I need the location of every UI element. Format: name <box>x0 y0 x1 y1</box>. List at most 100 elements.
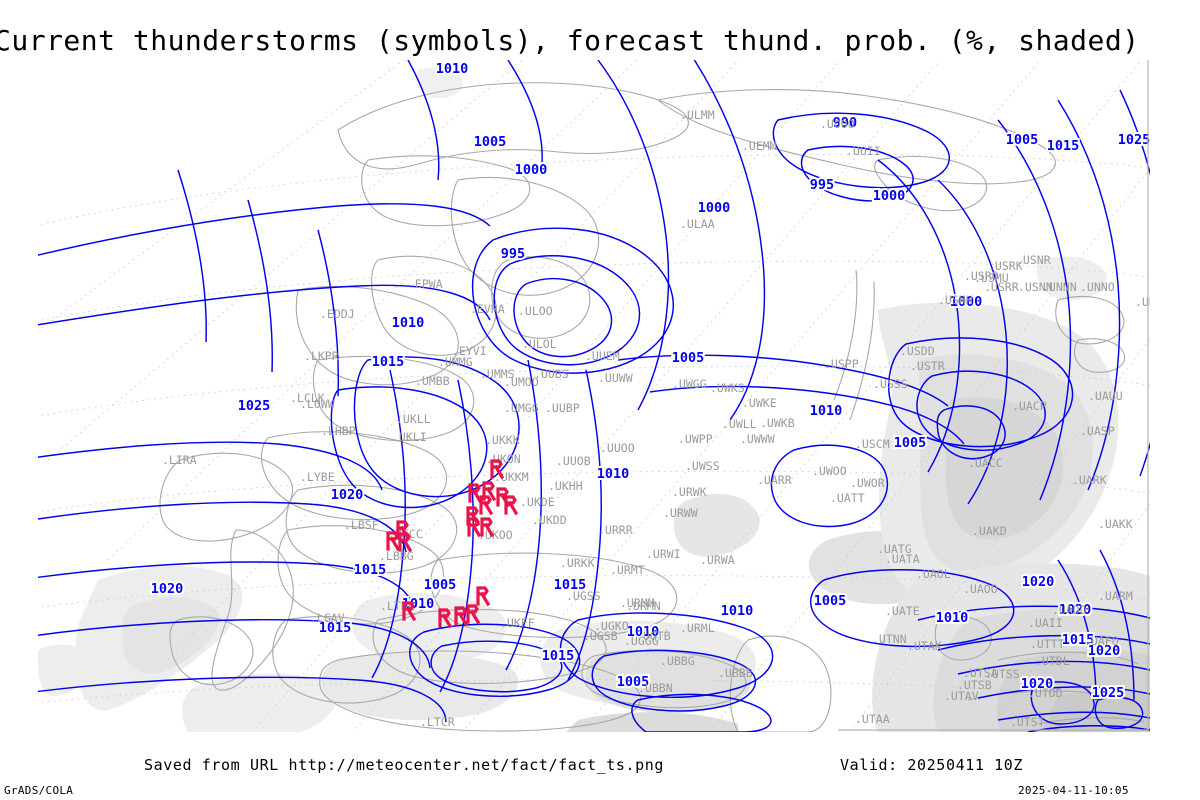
station-id-label: .UWOR <box>850 476 885 490</box>
isobar-label-halo: 1020 <box>1059 602 1092 618</box>
station-id-label: .UTAV <box>944 689 979 703</box>
station-id-label: .UATG <box>877 542 912 556</box>
station-id-label: .UOII <box>846 144 881 158</box>
station-id-label: .UKLL <box>396 412 431 426</box>
station-id-label: .UNNO <box>1080 280 1115 294</box>
isobar-label-halo: 1005 <box>617 674 650 690</box>
isobar-label-halo: 1005 <box>474 134 507 150</box>
station-id-label: .USMU <box>974 271 1009 285</box>
thunderstorm-symbol[interactable] <box>476 586 490 606</box>
isobar-label: 1010 <box>627 624 660 640</box>
isobar-label-halo: 1020 <box>1022 574 1055 590</box>
station-id-label: .UGTB <box>636 629 671 643</box>
isobar-label: 1010 <box>721 603 754 619</box>
thunderstorm-symbol[interactable] <box>479 495 493 515</box>
station-id-label: .USTR <box>910 359 945 373</box>
isobar-label: 1020 <box>331 487 364 503</box>
station-id-label: .USRK <box>988 259 1023 273</box>
isobar-label: 1020 <box>1021 676 1054 692</box>
station-id-label: .UACP <box>1012 399 1047 413</box>
station-id-label: .UTDD <box>1028 686 1063 700</box>
isobar-label: 1015 <box>1047 138 1080 154</box>
isobar-label-halo: 1010 <box>810 403 843 419</box>
map-canvas[interactable]: 1010101010051005100010009909909959959959… <box>38 60 1150 732</box>
station-id-label: .LHBP <box>321 424 356 438</box>
isobar-label: 1025 <box>1118 132 1150 148</box>
station-id-label: .EYVI <box>452 344 487 358</box>
station-id-label: .UTDL <box>1035 654 1070 668</box>
station-id-label: .UUEM <box>585 349 620 363</box>
station-id-label: .UBBN <box>638 681 673 695</box>
station-id-label: .UKDD <box>532 513 567 527</box>
station-id-labels: .EDDJ .LKPR .EPWA .LOWW .LHBP .LYBE .LIRA .LCLK… <box>162 108 1150 729</box>
station-id-label: .UATE <box>885 604 920 618</box>
station-id-label: .UAUU <box>1088 389 1123 403</box>
isobar-label-halo: 1015 <box>1047 138 1080 154</box>
station-id-label: .URWI <box>646 547 681 561</box>
station-id-label: .LGAV <box>310 611 345 625</box>
station-id-label: .UKOO <box>478 528 513 542</box>
station-id-label: .UUBP <box>545 401 580 415</box>
isobar-label-halo: 1000 <box>873 188 906 204</box>
valid-time: Valid: 20250411 10Z <box>840 756 1023 774</box>
isobar-label: 1005 <box>424 577 457 593</box>
station-id-label: .UGKO <box>594 619 629 633</box>
isobar-label-halo: 1010 <box>436 61 469 77</box>
isobar-label: 1005 <box>617 674 650 690</box>
isobar-label: 1005 <box>894 435 927 451</box>
isobar-label-halo: 1025 <box>1092 685 1125 701</box>
station-id-label: .ULOL <box>522 337 557 351</box>
station-id-label: .UWGG <box>672 377 707 391</box>
station-id-label: .UKHH <box>548 479 583 493</box>
isobar-label: 1010 <box>392 315 425 331</box>
station-id-label: .ULAA <box>680 217 715 231</box>
station-id-label: .UTAK <box>907 639 942 653</box>
station-id-label: .USRO <box>964 269 999 283</box>
station-id-label: .LTCR <box>420 715 455 729</box>
station-id-label: .UTST <box>1010 715 1045 729</box>
isobar-label: 1025 <box>1092 685 1125 701</box>
station-id-label: .LOWW <box>300 397 335 411</box>
station-id-label: .UAKK <box>1098 517 1133 531</box>
page-title: Current thunderstorms (symbols), forecas… <box>0 24 1140 57</box>
isobar-label-halo: 1010 <box>597 466 630 482</box>
station-id-label: .URWK <box>672 485 707 499</box>
station-id-label: .UGSB <box>583 629 618 643</box>
station-id-label: .UWKB <box>760 416 795 430</box>
isobar-label: 1010 <box>436 61 469 77</box>
station-id-label: .URMM <box>620 596 655 610</box>
isobar-label: 1005 <box>1006 132 1039 148</box>
station-id-label: .UEMM <box>742 139 777 153</box>
station-id-label: .UARR <box>757 473 792 487</box>
station-id-label: .UAOL <box>916 567 951 581</box>
station-id-label: .EVRA <box>470 302 505 316</box>
isobar-label: 1000 <box>873 188 906 204</box>
station-id-label: .LBSF <box>344 518 379 532</box>
thunderstorm-symbol[interactable] <box>468 483 482 503</box>
thunderstorm-symbol[interactable] <box>467 517 481 537</box>
station-id-label: .UARM <box>1098 589 1133 603</box>
isobar-label-halo: 1020 <box>1021 676 1054 692</box>
station-id-label: .UTSA <box>963 666 998 680</box>
isobar-label-halo: 1005 <box>894 435 927 451</box>
station-id-label: .URWW <box>663 506 698 520</box>
isobar-label-halo: 1010 <box>721 603 754 619</box>
station-id-label: .UMOO <box>504 375 539 389</box>
weather-map[interactable]: 1010 1010 1005 1005 1000 1000 990 990 995 995 995 9… <box>38 60 1150 732</box>
thunderstorm-symbol[interactable] <box>504 495 518 515</box>
isobar-label-halo: 1000 <box>698 200 731 216</box>
isobar-label-halo: 1005 <box>424 577 457 593</box>
isobar-label: 990 <box>833 115 857 131</box>
isobar-label-halo: 1020 <box>331 487 364 503</box>
isobar-label: 1005 <box>474 134 507 150</box>
grads-credit: GrADS/COLA <box>4 784 74 797</box>
station-id-label: .LBBG <box>379 549 414 563</box>
isobar-label: 1020 <box>1088 643 1121 659</box>
generation-timestamp: 2025-04-11-10:05 <box>1018 784 1129 797</box>
station-id-label: .UBBG <box>660 654 695 668</box>
isobar-label: 1015 <box>542 648 575 664</box>
isobar-label: 1015 <box>354 562 387 578</box>
isobar-label: 995 <box>501 246 525 262</box>
isobar-label-halo: 1005 <box>814 593 847 609</box>
isobar-label-halo: 990 <box>833 115 857 131</box>
